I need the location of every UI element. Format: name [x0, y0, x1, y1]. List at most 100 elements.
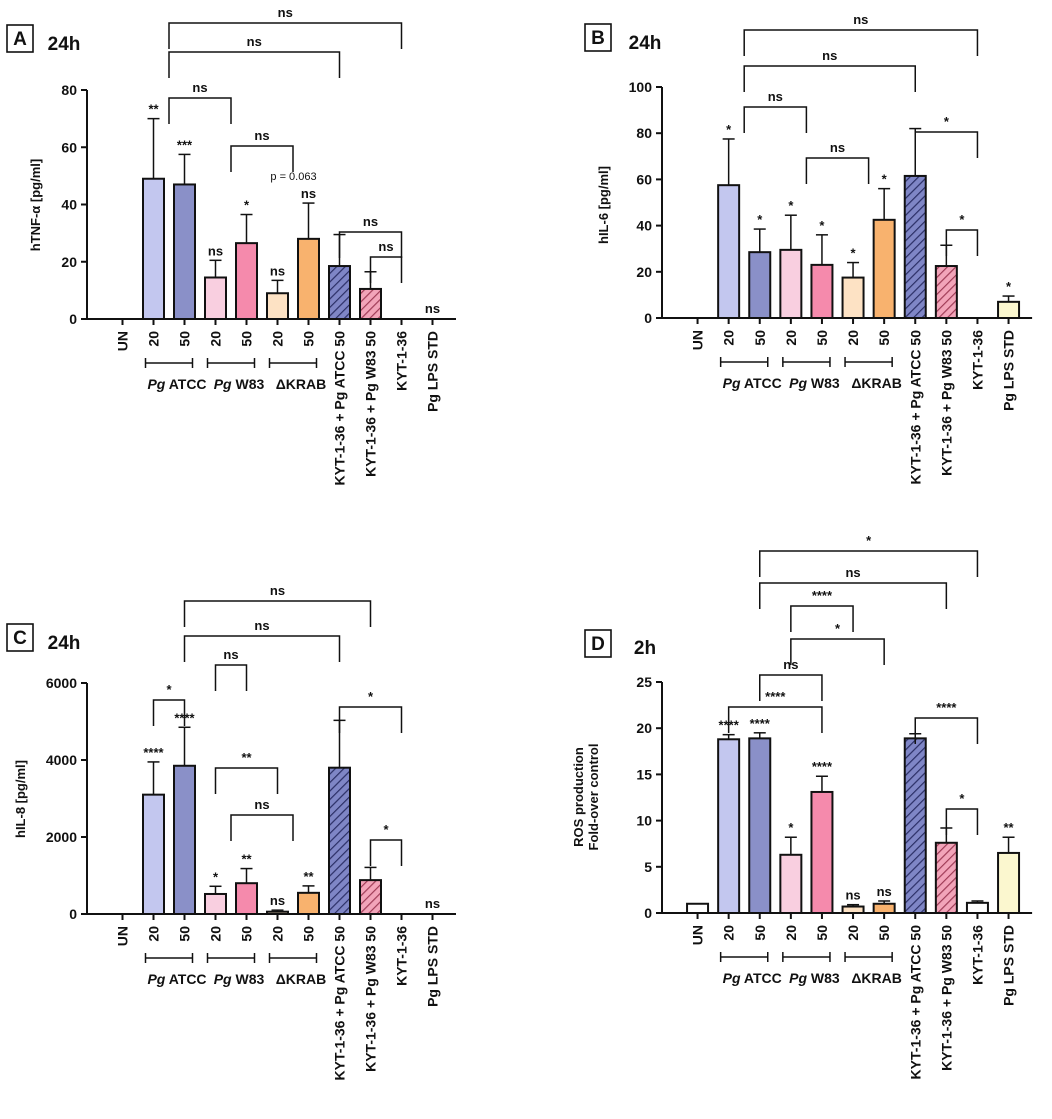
comparison-label: * — [835, 621, 841, 636]
comparison-label: ns — [270, 583, 285, 598]
bar — [779, 853, 803, 915]
comparison-bracket — [945, 229, 979, 256]
y-tick-label: 80 — [636, 125, 652, 141]
bar — [266, 292, 289, 320]
comparison-bracket — [230, 145, 294, 172]
comparison-bracket — [914, 131, 979, 158]
comparison-bracket — [183, 600, 372, 627]
comparison-bracket — [759, 674, 823, 701]
category-label: KYT-1-36 — [394, 926, 410, 986]
group-label: ΔKRAB — [276, 376, 327, 392]
y-tick-label: 0 — [69, 311, 77, 327]
category-label: KYT-1-36 + Pg ATCC 50 — [907, 330, 923, 485]
significance-label: ns — [301, 186, 316, 201]
comparison-bracket — [183, 635, 341, 662]
comparison-bracket — [168, 51, 341, 78]
comparison-label: ns — [378, 239, 393, 254]
comparison-label: ns — [853, 12, 868, 27]
bar — [142, 793, 165, 916]
significance-label: ns — [270, 263, 285, 278]
comparison-label: * — [959, 212, 965, 227]
bar — [841, 905, 865, 914]
group-label: Pg ATCC — [147, 971, 206, 987]
comparison-label: ns — [768, 89, 783, 104]
panel-letter: A — [13, 29, 27, 50]
comparison-bracket — [369, 256, 403, 283]
comparison-bracket — [168, 97, 232, 124]
comparison-bracket — [790, 638, 885, 665]
significance-label: * — [788, 820, 794, 835]
comparison-bracket — [168, 22, 403, 49]
group-label: ΔKRAB — [276, 971, 327, 987]
y-axis-label: hIL-6 [pg/ml] — [596, 166, 611, 244]
panel-letter-box — [584, 629, 612, 658]
comparison-bracket — [230, 814, 294, 841]
significance-label: * — [726, 122, 732, 137]
bar — [810, 790, 834, 914]
comparison-label: * — [866, 533, 872, 548]
bar — [810, 263, 834, 319]
category-label: 50 — [239, 331, 255, 347]
comparison-bracket — [152, 699, 186, 726]
significance-label: **** — [812, 759, 833, 774]
comparison-bracket — [805, 157, 870, 184]
bar — [934, 841, 958, 914]
comparison-bracket — [743, 65, 916, 92]
comparison-label: * — [383, 822, 389, 837]
bar — [359, 287, 382, 321]
comparison-label: **** — [812, 588, 833, 603]
bar — [173, 764, 196, 916]
category-label: Pg LPS STD — [1001, 330, 1017, 411]
significance-label: * — [757, 212, 763, 227]
group-label: ΔKRAB — [851, 970, 902, 986]
category-label: UN — [115, 331, 131, 351]
y-tick-label: 6000 — [46, 675, 77, 691]
category-label: 20 — [783, 925, 799, 941]
bar — [934, 265, 958, 319]
category-label: 20 — [270, 926, 286, 942]
significance-label: * — [1006, 279, 1012, 294]
panel-letter: D — [591, 634, 605, 655]
y-tick-label: 80 — [61, 82, 77, 98]
panel-time-label: 24h — [48, 633, 81, 654]
category-label: 20 — [208, 926, 224, 942]
group-label: Pg ATCC — [147, 376, 206, 392]
category-label: Pg LPS STD — [425, 926, 441, 1007]
comparison-bracket — [743, 29, 979, 56]
category-label: KYT-1-36 + Pg ATCC 50 — [332, 926, 348, 1081]
comparison-bracket — [214, 767, 279, 794]
category-label: UN — [690, 330, 706, 350]
bar — [903, 174, 927, 319]
category-label: 20 — [146, 926, 162, 942]
category-label: 50 — [876, 925, 892, 941]
group-label: Pg ATCC — [723, 375, 782, 391]
bar — [204, 892, 227, 915]
category-label: 50 — [876, 330, 892, 346]
significance-label: ns — [425, 896, 440, 911]
bar — [748, 251, 772, 319]
y-tick-label: 0 — [644, 905, 652, 921]
panel-letter-box — [584, 23, 612, 52]
bar — [903, 737, 927, 915]
comparison-label: * — [368, 689, 374, 704]
category-label: Pg LPS STD — [1001, 925, 1017, 1006]
bar — [297, 891, 320, 916]
category-label: KYT-1-36 — [969, 330, 985, 390]
comparison-bracket — [369, 839, 403, 866]
category-label: KYT-1-36 — [394, 331, 410, 391]
significance-label: * — [788, 198, 794, 213]
bar — [872, 218, 896, 319]
category-label: 50 — [301, 926, 317, 942]
category-label: 50 — [301, 331, 317, 347]
comparison-label: ns — [223, 647, 238, 662]
category-label: KYT-1-36 + Pg W83 50 — [938, 330, 954, 476]
comparison-bracket — [790, 605, 854, 632]
comparison-label: ns — [192, 80, 207, 95]
category-label: 50 — [814, 925, 830, 941]
y-tick-label: 10 — [636, 813, 652, 829]
category-label: 20 — [721, 925, 737, 941]
category-label: 20 — [783, 330, 799, 346]
category-label: KYT-1-36 + Pg ATCC 50 — [907, 925, 923, 1080]
y-axis-label-line2: Fold-over control — [586, 744, 601, 851]
